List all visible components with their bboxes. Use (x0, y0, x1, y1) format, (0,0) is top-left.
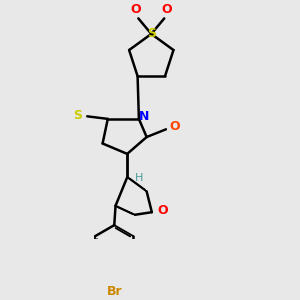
Text: S: S (147, 27, 156, 40)
Text: S: S (73, 109, 82, 122)
Text: Br: Br (106, 285, 122, 298)
Text: O: O (157, 204, 167, 218)
Text: O: O (170, 120, 181, 133)
Text: O: O (130, 3, 141, 16)
Text: H: H (135, 173, 143, 184)
Text: O: O (161, 3, 172, 16)
Text: N: N (139, 110, 149, 123)
